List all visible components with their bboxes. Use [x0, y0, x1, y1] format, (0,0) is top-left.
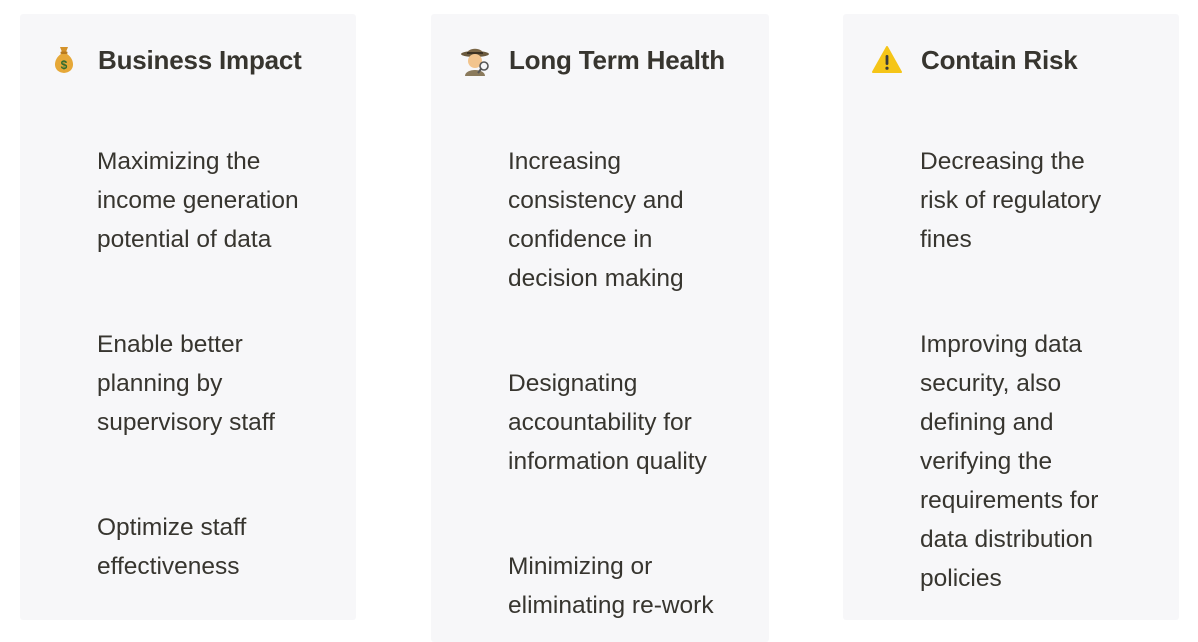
item-line: policies [920, 565, 1002, 592]
item-line: Increasing [508, 148, 622, 175]
card-items: Increasing consistency and confidence in… [508, 142, 751, 625]
item-line: confidence in [508, 226, 653, 253]
warning-icon [872, 46, 902, 73]
item-line: Optimize staff [97, 514, 247, 541]
svg-text:$: $ [61, 58, 68, 72]
list-item: Improving data security, also defining a… [920, 325, 1161, 598]
item-line: accountability for [508, 409, 692, 436]
card-title: Contain Risk [921, 44, 1078, 75]
item-line: information quality [508, 448, 707, 475]
item-line: Decreasing the [920, 148, 1085, 175]
card-title: Long Term Health [509, 44, 725, 75]
item-line: income generation [97, 187, 299, 214]
item-line: risk of regulatory [920, 187, 1102, 214]
card-header: Contain Risk [871, 44, 1078, 76]
money-bag-icon: $ [54, 47, 74, 73]
card-header: Long Term Health [459, 44, 725, 76]
card-long-term-health: Long Term Health Increasing consistency … [431, 14, 769, 642]
detective-icon [461, 48, 489, 76]
item-line: verifying the [920, 448, 1053, 475]
item-line: fines [920, 226, 972, 253]
card-items: Decreasing the risk of regulatory fines … [920, 142, 1161, 598]
item-line: supervisory staff [97, 409, 275, 436]
item-line: Minimizing or [508, 553, 653, 580]
card-items: Maximizing the income generation potenti… [97, 142, 338, 586]
list-item: Increasing consistency and confidence in… [508, 142, 751, 298]
list-item: Designating accountability for informati… [508, 364, 751, 481]
list-item: Maximizing the income generation potenti… [97, 142, 338, 259]
list-item: Optimize staff effectiveness [97, 508, 338, 586]
item-line: planning by [97, 370, 223, 397]
item-line: Designating [508, 370, 638, 397]
item-line: defining and [920, 409, 1054, 436]
item-line: effectiveness [97, 553, 240, 580]
card-title: Business Impact [98, 44, 302, 75]
item-line: Enable better [97, 331, 243, 358]
item-line: eliminating re-work [508, 592, 714, 619]
item-line: Improving data [920, 331, 1083, 358]
list-item: Decreasing the risk of regulatory fines [920, 142, 1161, 259]
item-line: requirements for [920, 487, 1099, 514]
item-line: consistency and [508, 187, 684, 214]
list-item: Minimizing or eliminating re-work [508, 547, 751, 625]
item-line: decision making [508, 265, 684, 292]
list-item: Enable better planning by supervisory st… [97, 325, 338, 442]
card-header: $ Business Impact [48, 44, 302, 76]
item-line: security, also [920, 370, 1062, 397]
card-contain-risk: Contain Risk Decreasing the risk of regu… [843, 14, 1179, 620]
item-line: data distribution [920, 526, 1093, 553]
item-line: potential of data [97, 226, 272, 253]
item-line: Maximizing the [97, 148, 261, 175]
card-business-impact: $ Business Impact Maximizing the income … [20, 14, 356, 620]
